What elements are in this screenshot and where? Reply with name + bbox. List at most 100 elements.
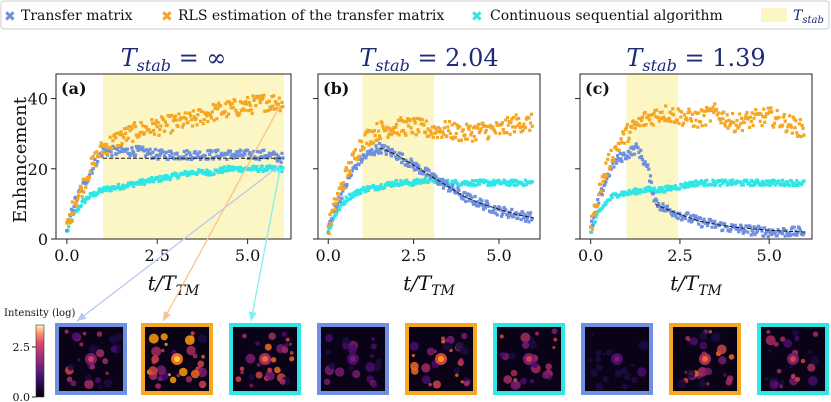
data-point: [239, 109, 243, 113]
speckle-blob: [285, 337, 290, 342]
data-point: [218, 104, 223, 108]
data-point: [149, 130, 153, 134]
data-point: [660, 110, 664, 114]
data-point: [796, 183, 800, 188]
data-point: [188, 111, 192, 115]
data-point: [604, 161, 608, 165]
data-point: [335, 211, 339, 215]
data-point: [199, 157, 203, 162]
data-point: [149, 152, 153, 156]
data-point: [111, 186, 115, 191]
data-point: [220, 170, 224, 175]
data-point: [342, 202, 346, 206]
y-tick-label: 20: [28, 160, 48, 179]
speckle-blob: [588, 358, 593, 362]
data-point: [195, 123, 199, 127]
data-point: [731, 178, 735, 182]
data-point: [637, 117, 641, 121]
data-point: [190, 118, 194, 122]
data-point: [649, 180, 653, 184]
speckle-blob: [102, 358, 109, 365]
data-point: [606, 157, 610, 161]
data-point: [475, 204, 479, 208]
data-point: [633, 187, 637, 191]
data-point: [789, 123, 793, 127]
data-point: [624, 126, 628, 130]
data-point: [246, 148, 250, 152]
data-point: [743, 228, 747, 233]
speckle-blob: [535, 331, 539, 336]
data-point: [717, 179, 721, 183]
data-point: [739, 116, 744, 120]
data-point: [169, 149, 173, 153]
data-point: [67, 221, 71, 225]
data-point: [169, 176, 173, 180]
data-point: [196, 113, 200, 117]
data-point: [464, 199, 468, 203]
data-point: [509, 121, 513, 125]
data-point: [497, 179, 501, 183]
speckle-blob: [289, 351, 294, 355]
data-point: [441, 132, 446, 136]
speckle-blob: [323, 378, 331, 385]
data-point: [103, 142, 107, 146]
data-point: [234, 108, 238, 112]
data-point: [267, 99, 271, 103]
speckle-blob: [602, 375, 609, 383]
data-point: [483, 206, 487, 210]
data-point: [81, 177, 85, 181]
data-point: [269, 165, 273, 169]
speckle-blob: [103, 378, 113, 388]
speckle-blob: [235, 376, 242, 383]
data-point: [157, 179, 161, 183]
data-point: [366, 151, 370, 155]
data-point: [603, 175, 607, 180]
data-point: [590, 227, 595, 231]
data-point: [506, 116, 510, 120]
data-point: [158, 174, 162, 178]
data-point: [471, 182, 475, 186]
data-point: [343, 201, 347, 205]
data-point: [92, 190, 96, 194]
data-point: [65, 229, 69, 233]
data-point: [748, 115, 752, 119]
data-point: [414, 133, 418, 137]
data-point: [518, 212, 522, 216]
data-point: [259, 155, 263, 159]
data-point: [446, 178, 450, 182]
speckle-blob: [169, 376, 177, 384]
data-point: [238, 148, 242, 152]
data-point: [748, 225, 752, 229]
data-point: [424, 131, 428, 135]
series-rls: [326, 112, 534, 235]
data-point: [648, 179, 652, 183]
data-point: [461, 197, 465, 201]
data-point: [338, 204, 342, 208]
data-point: [754, 226, 758, 230]
data-point: [113, 146, 117, 150]
data-point: [631, 191, 635, 195]
data-point: [378, 148, 382, 152]
data-point: [801, 126, 805, 130]
data-point: [724, 180, 728, 184]
data-point: [656, 204, 660, 208]
data-point: [218, 154, 223, 158]
data-point: [129, 125, 133, 129]
data-point: [469, 181, 473, 185]
data-point: [612, 159, 616, 163]
data-point: [132, 151, 136, 155]
data-point: [226, 167, 230, 171]
data-point: [607, 167, 611, 171]
panel-title: Tstab = 1.39: [626, 44, 765, 75]
data-point: [615, 154, 620, 158]
data-point: [271, 104, 275, 108]
data-point: [374, 138, 378, 142]
data-point: [209, 116, 214, 120]
legend-frame: [0, 0, 830, 30]
data-point: [413, 164, 417, 168]
data-point: [200, 110, 204, 114]
legend-label: Transfer matrix: [21, 8, 133, 24]
data-point: [509, 213, 513, 217]
data-point: [406, 124, 411, 128]
data-point: [690, 218, 694, 223]
